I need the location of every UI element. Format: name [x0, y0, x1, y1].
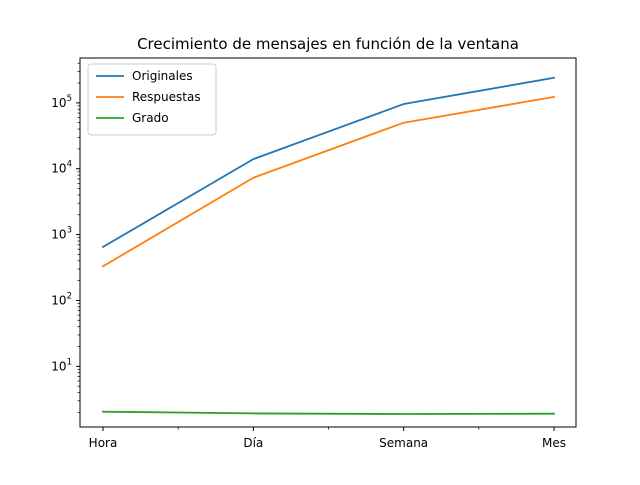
axes-layer: Hora Día Semana Mes 101 102 103 104 105	[51, 57, 577, 450]
series-layer	[101, 76, 556, 415]
y-tick-label: 103	[51, 226, 72, 242]
y-tick-label: 101	[51, 357, 72, 373]
plot-frame	[79, 57, 577, 428]
chart-title: Crecimiento de mensajes en función de la…	[137, 35, 519, 53]
series-line-originales	[101, 76, 556, 249]
x-tick-label: Hora	[89, 436, 118, 450]
x-tick-label: Día	[243, 436, 263, 450]
y-tick-label: 104	[51, 160, 72, 176]
legend: Originales Respuestas Grado	[87, 63, 217, 136]
legend-label: Grado	[132, 111, 169, 125]
y-tick-label: 105	[51, 94, 72, 110]
series-line-grado	[102, 410, 555, 415]
y-tick-label: 102	[51, 291, 72, 307]
x-tick-label: Semana	[379, 436, 428, 450]
series-line-respuestas	[101, 95, 556, 268]
legend-label: Originales	[132, 69, 193, 83]
legend-label: Respuestas	[132, 90, 201, 104]
x-tick-label: Mes	[542, 436, 566, 450]
